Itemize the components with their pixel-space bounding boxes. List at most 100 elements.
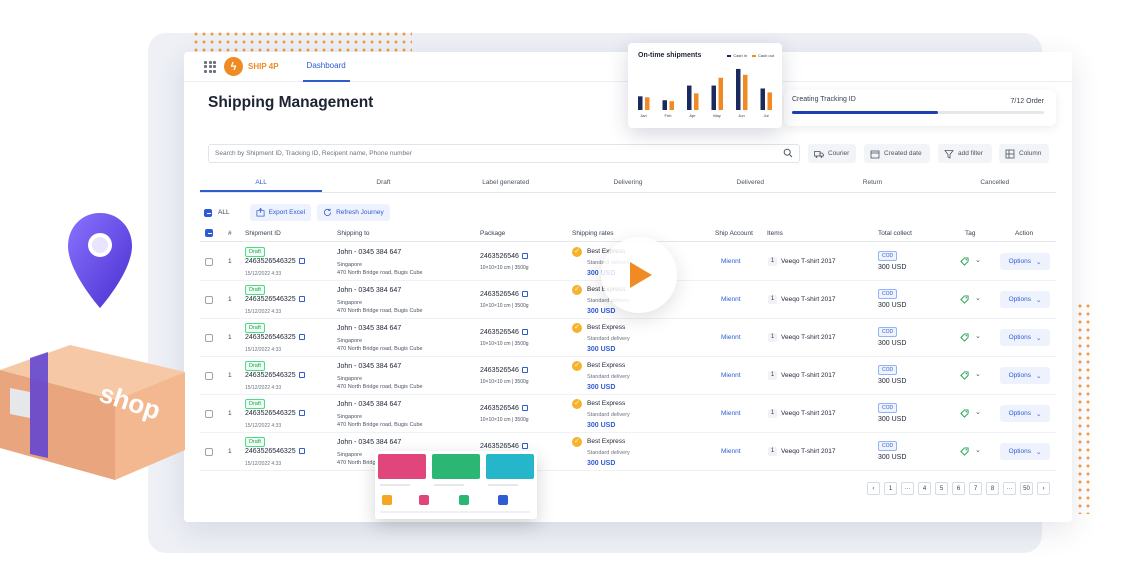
refresh-journey-button[interactable]: Refresh Journey [317,204,390,221]
ship-account-link[interactable]: Miennt [721,258,741,265]
search-input[interactable]: Search by Shipment ID, Tracking ID, Reci… [208,144,800,163]
tab-all[interactable]: ALL [200,175,323,192]
row-checkbox[interactable] [205,410,213,418]
col-tag[interactable]: Tag [965,230,976,237]
copy-icon[interactable] [521,329,528,336]
page-button[interactable]: 7 [969,482,982,495]
prev-page-button[interactable]: ‹ [867,482,880,495]
ship-account-link[interactable]: Miennt [721,334,741,341]
page-button[interactable]: 8 [986,482,999,495]
tag-icon[interactable] [960,333,969,342]
page-button[interactable]: 50 [1020,482,1033,495]
copy-icon[interactable] [521,291,528,298]
tab-draft[interactable]: Draft [376,179,391,186]
col-items[interactable]: Items [767,230,783,237]
nav-tab-dashboard[interactable]: Dashboard [302,52,350,82]
ship-account-link[interactable]: Miennt [721,372,741,379]
export-excel-button[interactable]: Export Excel [249,204,312,221]
created-date-filter-button[interactable]: Created date [864,144,930,163]
package-id[interactable]: 2463526546 [480,367,528,374]
options-dropdown[interactable]: Options ⌄ [1000,253,1050,270]
tag-chevron-down-icon[interactable]: ⌄ [975,333,981,340]
copy-icon[interactable] [298,296,305,303]
col-shipping-to[interactable]: Shipping to [337,230,370,237]
tab-delivering[interactable]: Delivering [613,179,643,186]
table-row[interactable]: 1 Draft 2463526546325 15/12/2022 4:33 John -… [200,395,1056,433]
col-shipment-id[interactable]: Shipment ID [245,230,281,237]
tab-label-generated[interactable]: Label generated [482,179,530,186]
select-all-checkbox[interactable] [204,208,212,217]
table-row[interactable]: 1 Draft 2463526546325 15/12/2022 4:33 John -… [200,319,1056,357]
options-dropdown[interactable]: Options ⌄ [1000,291,1050,308]
page-button[interactable]: 1 [884,482,897,495]
shipment-id[interactable]: 2463526546325 [245,334,305,341]
package-id[interactable]: 2463526546 [480,443,528,450]
row-checkbox[interactable] [205,258,213,266]
col-package[interactable]: Package [480,230,506,237]
tag-chevron-down-icon[interactable]: ⌄ [975,447,981,454]
copy-icon[interactable] [298,448,305,455]
col-ship-account[interactable]: Ship Account [715,230,753,237]
copy-icon[interactable] [298,372,305,379]
ship-account-link[interactable]: Miennt [721,296,741,303]
search-icon[interactable] [783,148,793,158]
shipment-id[interactable]: 2463526546325 [245,410,305,417]
package-id[interactable]: 2463526546 [480,253,528,260]
options-dropdown[interactable]: Options ⌄ [1000,443,1050,460]
shipment-id[interactable]: 2463526546325 [245,296,305,303]
shipment-id[interactable]: 2463526546325 [245,448,305,455]
tab-return[interactable]: Return [862,179,883,186]
tag-icon[interactable] [960,257,969,266]
ship-account-link[interactable]: Miennt [721,448,741,455]
row-checkbox[interactable] [205,334,213,342]
page-button[interactable]: 6 [952,482,965,495]
col-action[interactable]: Action [1015,230,1034,237]
copy-icon[interactable] [298,410,305,417]
courier-filter-button[interactable]: Courier [808,144,856,163]
copy-icon[interactable] [521,253,528,260]
col-shipping-rates[interactable]: Shipping rates [572,230,614,237]
play-video-button[interactable] [601,237,677,313]
tag-icon[interactable] [960,409,969,418]
tab-cancelled[interactable]: Cancelled [980,179,1010,186]
options-dropdown[interactable]: Options ⌄ [1000,367,1050,384]
copy-icon[interactable] [521,405,528,412]
col-total-collect[interactable]: Total collect [878,230,912,237]
ship-account-link[interactable]: Miennt [721,410,741,417]
x-tick-label: Jan [640,113,646,118]
tag-icon[interactable] [960,295,969,304]
copy-icon[interactable] [521,367,528,374]
tab-delivered[interactable]: Delivered [736,179,764,186]
tag-icon[interactable] [960,447,969,456]
shipment-id[interactable]: 2463526546325 [245,258,305,265]
page-button[interactable]: 5 [935,482,948,495]
column-button[interactable]: Column [999,144,1049,163]
shipment-id[interactable]: 2463526546325 [245,372,305,379]
next-page-button[interactable]: › [1037,482,1050,495]
app-logo[interactable]: ϟ SHIP 4P [224,57,279,76]
page-button[interactable]: 4 [918,482,931,495]
row-checkbox[interactable] [205,448,213,456]
tag-icon[interactable] [960,371,969,380]
table-row[interactable]: 1 Draft 2463526546325 15/12/2022 4:33 John -… [200,433,1056,471]
row-checkbox[interactable] [205,296,213,304]
options-dropdown[interactable]: Options ⌄ [1000,405,1050,422]
tag-chevron-down-icon[interactable]: ⌄ [975,371,981,378]
table-row[interactable]: 1 Draft 2463526546325 15/12/2022 4:33 John -… [200,357,1056,395]
row-checkbox[interactable] [205,372,213,380]
apps-grid-icon[interactable] [204,60,216,73]
header-checkbox[interactable] [205,229,213,237]
package-id[interactable]: 2463526546 [480,405,528,412]
rate-price: 300 USD [587,346,616,353]
package-id[interactable]: 2463526546 [480,329,528,336]
tag-chevron-down-icon[interactable]: ⌄ [975,409,981,416]
tag-chevron-down-icon[interactable]: ⌄ [975,257,981,264]
package-id[interactable]: 2463526546 [480,291,528,298]
item-name: Veeqo T-shirt 2017 [781,258,836,265]
copy-icon[interactable] [298,334,305,341]
copy-icon[interactable] [521,443,528,450]
tag-chevron-down-icon[interactable]: ⌄ [975,295,981,302]
options-dropdown[interactable]: Options ⌄ [1000,329,1050,346]
copy-icon[interactable] [298,258,305,265]
add-filter-button[interactable]: add filter [938,144,992,163]
